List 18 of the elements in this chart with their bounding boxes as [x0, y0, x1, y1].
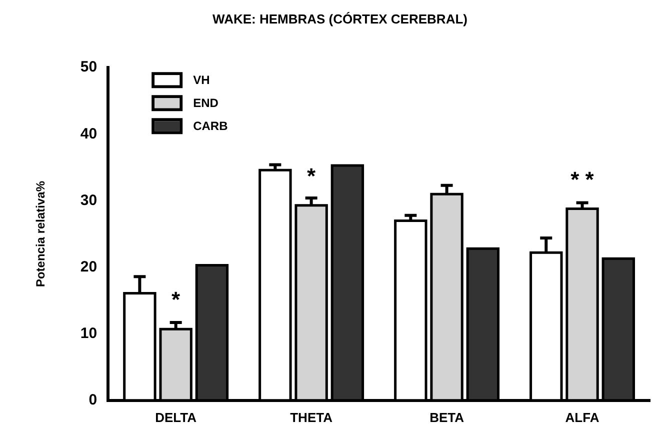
x-tick-label: ALFA	[565, 410, 600, 425]
y-axis-title: Potencia relativa%	[34, 180, 48, 288]
annotation: *	[172, 287, 181, 312]
legend-label: END	[193, 96, 219, 110]
y-tick-label: 40	[80, 125, 98, 142]
annotation: * *	[570, 166, 594, 192]
legend-label: CARB	[193, 118, 228, 133]
y-tick-label: 50	[80, 58, 98, 76]
legend-label: VH	[193, 72, 210, 87]
x-tick-label: BETA	[430, 410, 465, 425]
chart-title: WAKE: HEMBRAS (CÓRTEX CEREBRAL)	[212, 11, 468, 26]
y-tick-label: 10	[80, 324, 98, 342]
x-tick-label: DELTA	[155, 410, 198, 425]
y-tick-label: 30	[80, 192, 98, 209]
y-tick-label: 0	[88, 392, 98, 409]
annotation: *	[307, 163, 316, 188]
x-tick-label: THETA	[290, 410, 334, 425]
y-tick-label: 20	[80, 258, 98, 276]
